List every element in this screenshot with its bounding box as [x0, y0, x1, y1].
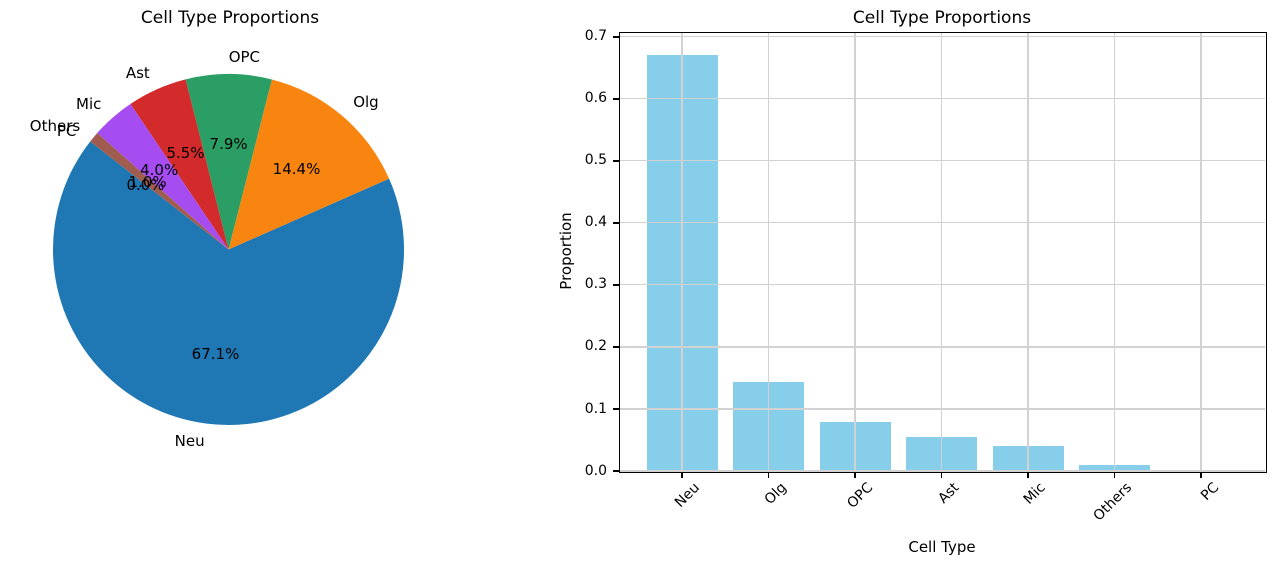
pie-label-OPC: OPC: [228, 47, 261, 66]
bar-ytick-label-0.2: 0.2: [584, 338, 607, 355]
bar-xtick-OPC: [854, 472, 856, 478]
bar-ytick-0.1: [613, 408, 619, 410]
bar-hgridline-0.4: [620, 222, 1265, 224]
bar-hgridline-0.7: [620, 36, 1265, 38]
bar-vgridline-PC: [1200, 33, 1202, 471]
pie-pct-OPC: 7.9%: [209, 135, 248, 154]
bar-vgridline-Olg: [767, 33, 770, 471]
bar-xtick-Others: [1113, 472, 1116, 478]
pie-pct-Neu: 67.1%: [191, 345, 240, 363]
bar-vgridline-Mic: [1027, 33, 1029, 471]
bar-hgridline-0.1: [620, 408, 1265, 410]
bar-xtick-Neu: [681, 472, 683, 478]
pie-slice-Olg: [228, 79, 390, 250]
pie-pct-Others: 1.0%: [128, 173, 167, 192]
pie-pct-Ast: 5.5%: [166, 144, 205, 163]
bar-vgridline-Others: [1113, 33, 1116, 471]
bar-ytick-label-0.0: 0.0: [584, 462, 607, 479]
pie-slice-Neu: [52, 141, 404, 425]
pie-label-Olg: Olg: [353, 93, 379, 112]
bar-hgridline-0.6: [620, 98, 1265, 100]
bar-ytick-label-0.4: 0.4: [584, 214, 607, 231]
pie-slice-Others: [90, 132, 229, 250]
pie-pct-Olg: 14.4%: [272, 160, 321, 179]
pie-pct-PC: 0.0%: [126, 175, 165, 194]
bar-ytick-label-0.1: 0.1: [584, 400, 607, 417]
bar-ytick-label-0.7: 0.7: [584, 28, 607, 45]
bar-vgridline-OPC: [854, 33, 856, 471]
bar-ytick-0.7: [613, 36, 619, 38]
bar-ytick-0.5: [613, 160, 619, 162]
pie-label-Others: Others: [29, 116, 81, 135]
pie-pct-Mic: 4.0%: [140, 161, 179, 180]
bar-xtick-PC: [1200, 472, 1202, 478]
bar-xtick-Olg: [767, 472, 770, 478]
pie-chart-title: Cell Type Proportions: [140, 8, 320, 28]
bar-ytick-label-0.5: 0.5: [584, 152, 607, 169]
bar-ytick-0.4: [613, 222, 619, 224]
bar-xtick-Ast: [940, 472, 943, 478]
bar-ytick-label-0.3: 0.3: [584, 276, 607, 293]
pie-slice-Mic: [97, 103, 229, 250]
bar-hgridline-0.5: [620, 160, 1265, 162]
bar-xtick-Mic: [1027, 472, 1029, 478]
bar-ytick-0.6: [613, 98, 619, 100]
bar-vgridline-Ast: [940, 33, 943, 471]
bar-chart-title: Cell Type Proportions: [852, 8, 1032, 28]
bar-ytick-label-0.6: 0.6: [584, 90, 607, 107]
bar-hgridline-0.3: [620, 284, 1265, 286]
bar-hgridline-0.2: [620, 346, 1265, 348]
bar-hgridline-0.0: [620, 470, 1265, 472]
bar-xaxis-label: Cell Type: [908, 538, 976, 556]
pie-label-Neu: Neu: [174, 432, 205, 451]
bar-ytick-0.0: [613, 470, 619, 472]
bar-ytick-0.2: [613, 346, 619, 348]
bar-ytick-0.3: [613, 284, 619, 286]
pie-label-PC: PC: [56, 121, 77, 140]
bar-vgridline-Neu: [681, 33, 683, 471]
pie-slice-OPC: [185, 73, 272, 250]
pie-label-Ast: Ast: [125, 64, 150, 83]
bar-yaxis-label: Proportion: [557, 212, 575, 290]
pie-slice-Ast: [130, 79, 229, 250]
pie-label-Mic: Mic: [76, 95, 102, 114]
